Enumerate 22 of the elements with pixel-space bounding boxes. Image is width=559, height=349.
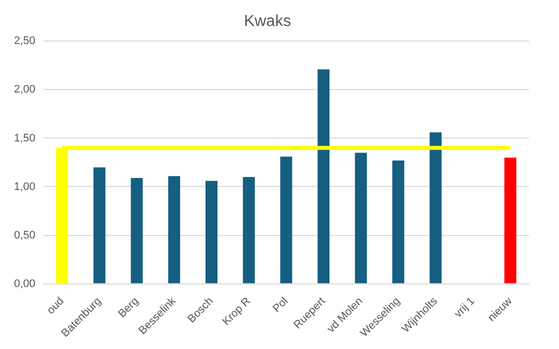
bar bbox=[392, 160, 404, 284]
y-tick-label: 2,00 bbox=[14, 84, 36, 96]
y-tick-label: 1,50 bbox=[14, 132, 36, 144]
y-tick-label: 2,50 bbox=[14, 35, 36, 48]
y-tick-label: 0,50 bbox=[14, 229, 36, 242]
x-tick-label: vrij 1 bbox=[452, 295, 478, 320]
bar bbox=[93, 167, 106, 284]
y-tick-label: 0,00 bbox=[14, 278, 36, 290]
y-tick-label: 1,00 bbox=[14, 180, 36, 193]
bar bbox=[354, 152, 367, 284]
x-tick-label: oud bbox=[44, 295, 66, 317]
bar bbox=[130, 178, 143, 284]
chart-title: Kwaks bbox=[244, 13, 292, 30]
bar bbox=[206, 180, 218, 284]
x-tick-label: Krop R bbox=[220, 295, 254, 328]
bar bbox=[168, 176, 180, 284]
bar bbox=[242, 177, 255, 284]
bar bbox=[280, 156, 292, 284]
bar bbox=[318, 69, 330, 284]
x-tick-label: Pol bbox=[270, 295, 290, 315]
bar bbox=[504, 158, 516, 284]
bar bbox=[430, 132, 442, 284]
